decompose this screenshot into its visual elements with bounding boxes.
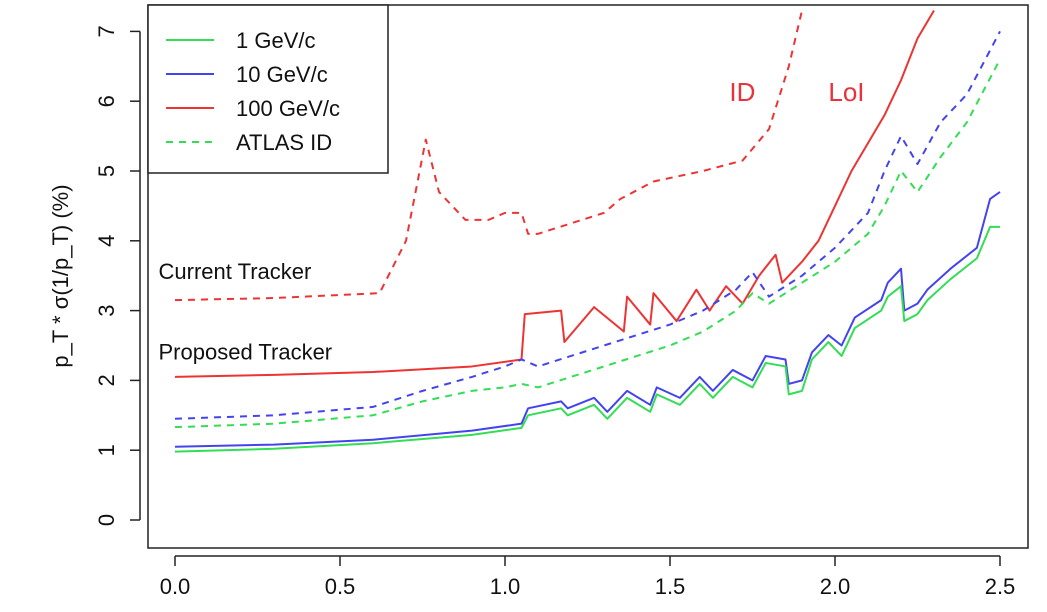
y-tick-label: 7 [94, 25, 119, 37]
y-tick-label: 4 [94, 235, 119, 247]
legend-label: 100 GeV/c [236, 96, 340, 121]
y-tick-label: 6 [94, 95, 119, 107]
y-axis: 0 1 2 3 4 5 6 7 [94, 25, 141, 526]
legend-label: 1 GeV/c [236, 28, 315, 53]
y-tick-label: 3 [94, 304, 119, 316]
legend-label: ATLAS ID [236, 130, 332, 155]
legend: 1 GeV/c 10 GeV/c 100 GeV/c ATLAS ID [147, 4, 389, 174]
x-tick-label: 1.5 [655, 574, 686, 599]
x-tick-label: 2.5 [985, 574, 1016, 599]
series-line [174, 191, 1001, 448]
chart-annotation: Current Tracker [159, 259, 312, 284]
annotation-layer: Current Tracker Proposed Tracker ID LoI [159, 77, 865, 364]
series-line [174, 30, 1001, 420]
chart-annotation: LoI [828, 77, 864, 107]
series-line [174, 9, 935, 378]
plot-frame [147, 4, 1029, 549]
y-tick-label: 0 [94, 514, 119, 526]
x-axis: 0.0 0.5 1.0 1.5 2.0 2.5 [160, 555, 1016, 599]
y-tick-label: 2 [94, 374, 119, 386]
series-line [174, 225, 1000, 453]
x-tick-label: 0.5 [325, 574, 356, 599]
y-tick-label: 5 [94, 165, 119, 177]
legend-label: 10 GeV/c [236, 62, 328, 87]
x-tick-label: 2.0 [820, 574, 851, 599]
series-layer [174, 9, 1001, 453]
x-tick-label: 1.0 [490, 574, 521, 599]
chart-annotation: Proposed Tracker [159, 339, 333, 364]
series-line [174, 58, 1001, 429]
y-axis-title: p_T * σ(1/p_T) (%) [48, 184, 73, 367]
y-tick-label: 1 [94, 444, 119, 456]
series-line [174, 10, 803, 302]
x-tick-label: 0.0 [160, 574, 191, 599]
legend-box [147, 4, 389, 174]
chart-annotation: ID [729, 77, 755, 107]
